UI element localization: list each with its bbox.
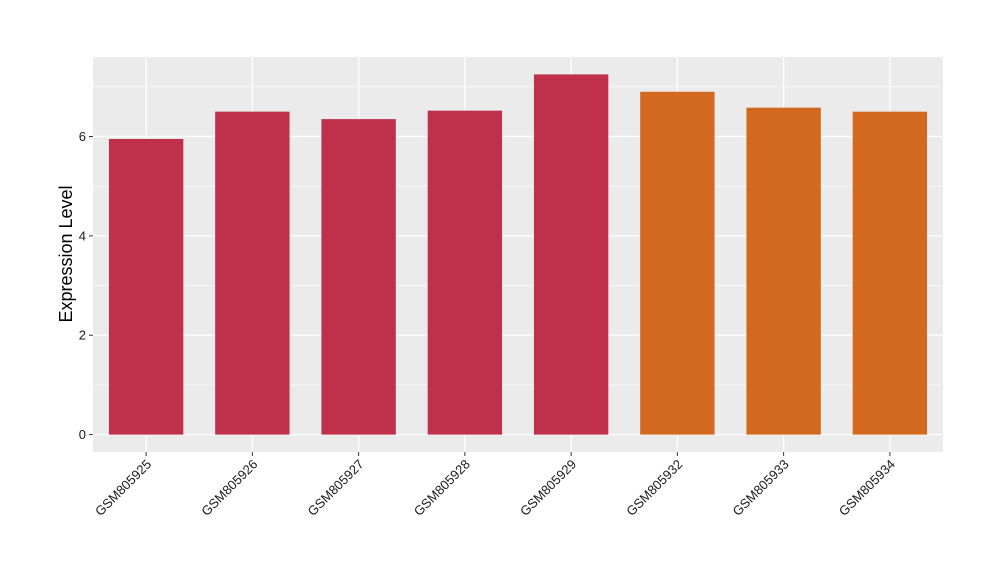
bars [108,74,928,435]
x-axis: GSM805925 GSM805926 GSM805927 GSM805928 GSM8… [92,452,898,519]
bar-gsm805932 [640,91,715,435]
y-axis: 0 2 4 6 [79,129,93,442]
x-tick-label: GSM805925 [92,457,154,519]
bar-gsm805934 [852,111,928,435]
x-tick-label: GSM805932 [623,457,685,519]
bar-gsm805933 [746,107,821,435]
y-tick-label: 0 [79,427,86,442]
y-tick-label: 4 [79,228,86,243]
bar-gsm805929 [533,74,609,435]
bar-gsm805928 [427,110,503,435]
x-tick-label: GSM805926 [198,457,260,519]
x-tick-label: GSM805933 [730,457,792,519]
y-tick-label: 6 [79,129,86,144]
y-tick-label: 2 [79,328,86,343]
y-axis-title: Expression Level [56,185,76,322]
bar-gsm805927 [321,119,396,435]
bar-gsm805926 [215,111,290,435]
x-tick-label: GSM805928 [411,457,473,519]
bar-gsm805925 [108,138,184,435]
x-tick-label: GSM805929 [517,457,579,519]
x-tick-label: GSM805934 [836,457,898,519]
x-tick-label: GSM805927 [305,457,367,519]
